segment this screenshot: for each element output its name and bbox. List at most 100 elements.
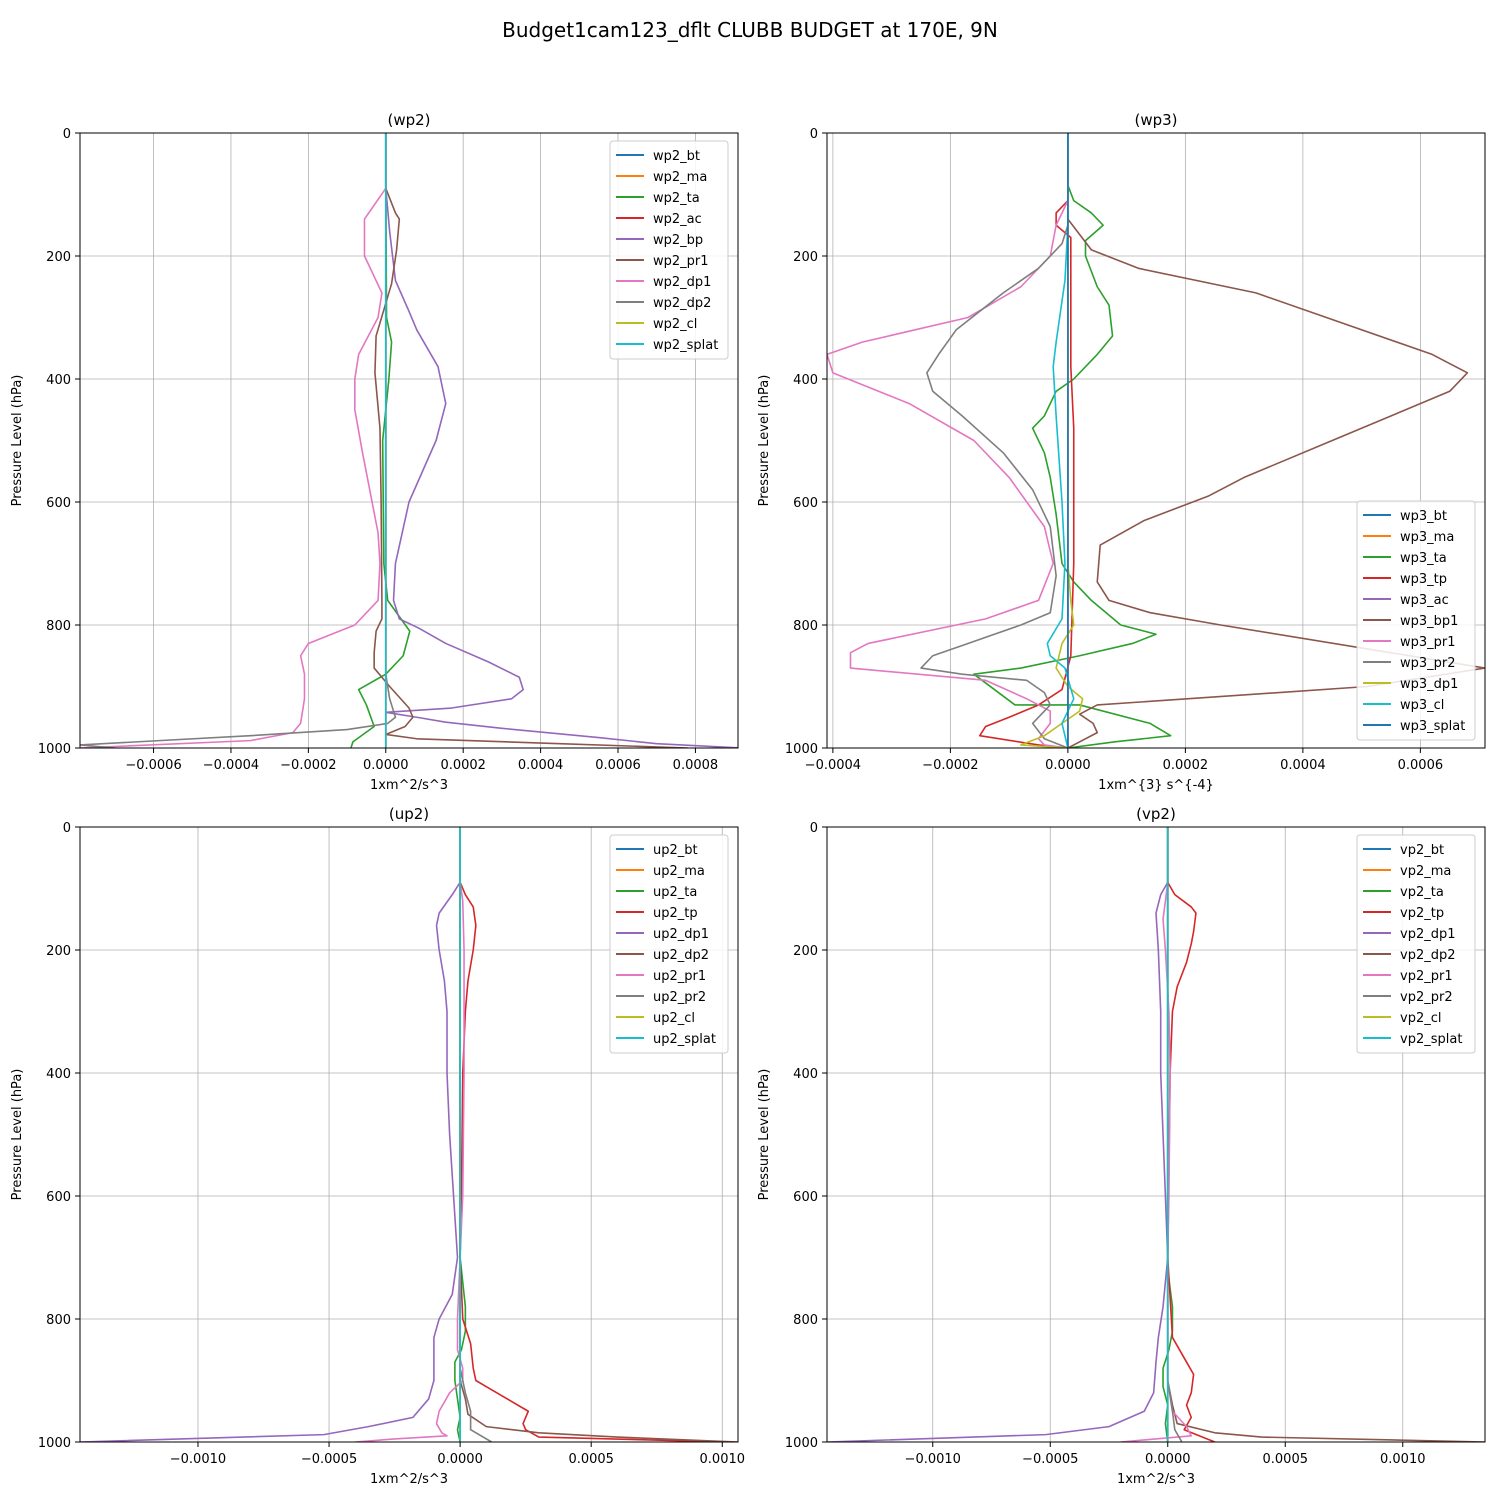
y-tick-label: 1000 (38, 742, 71, 757)
series-group (80, 133, 738, 748)
y-tick-label: 200 (793, 944, 818, 959)
series-line-vp2_pr1 (1120, 827, 1193, 1442)
x-tick-label: 0.0006 (595, 758, 641, 773)
legend-box (1356, 834, 1476, 1054)
chart-panel-0: −0.0006 −0.0004 −0.0002 0.0000 0.0002 0.0004 0… (10, 111, 739, 793)
x-tick-label: −0.0010 (905, 1452, 961, 1467)
x-tick-label: −0.0004 (805, 758, 861, 773)
chart-panel-1: −0.0004 −0.0002 0.0000 0.0002 0.0004 0.0006 0 2… (757, 111, 1486, 793)
legend-entry: wp2_ma (653, 170, 707, 185)
legend-entry: wp3_ta (1400, 551, 1447, 566)
legend: wp2_bt wp2_ma wp2_ta wp2_ac wp2_bp wp2_pr1 wp2… (609, 140, 729, 360)
series-line-up2_dp2 (459, 827, 738, 1442)
y-axis-label: Pressure Level (hPa) (10, 375, 25, 507)
x-axis-label: 1xm^{3} s^{-4} (1098, 778, 1214, 793)
y-tick-label: 0 (810, 127, 818, 142)
series-line-wp2_bp (384, 133, 738, 748)
x-tick-label: −0.0010 (170, 1452, 226, 1467)
y-tick-label: 200 (46, 250, 71, 265)
legend-entry: up2_dp1 (653, 927, 709, 942)
y-tick-label: 800 (793, 619, 818, 634)
x-axis-label: 1xm^2/s^3 (370, 1472, 448, 1487)
legend-entry: wp2_ac (653, 212, 702, 227)
y-tick-label: 200 (46, 944, 71, 959)
series-line-vp2_dp1 (827, 827, 1169, 1442)
y-tick-label: 400 (793, 1067, 818, 1082)
legend-entry: vp2_dp1 (1400, 927, 1456, 942)
legend-entry: up2_ta (653, 885, 697, 900)
x-tick-label: 0.0000 (1145, 1452, 1191, 1467)
x-axis-label: 1xm^2/s^3 (1117, 1472, 1195, 1487)
y-tick-label: 1000 (785, 1436, 818, 1451)
y-tick-label: 400 (793, 373, 818, 388)
y-tick-label: 600 (793, 496, 818, 511)
legend-box (609, 834, 729, 1054)
plot-frame (826, 132, 1486, 749)
chart-title: (wp2) (387, 111, 430, 129)
legend: wp3_bt wp3_ma wp3_ta wp3_tp wp3_ac wp3_bp1 wp3… (1356, 500, 1476, 741)
legend-entry: up2_dp2 (653, 948, 709, 963)
y-tick-label: 1000 (38, 1436, 71, 1451)
plot-frame (826, 826, 1486, 1443)
x-tick-label: 0.0004 (518, 758, 564, 773)
x-tick-label: 0.0000 (437, 1452, 483, 1467)
legend-entry: wp2_ta (653, 191, 700, 206)
legend-entry: vp2_tp (1400, 906, 1444, 921)
y-axis-label: Pressure Level (hPa) (757, 1069, 772, 1201)
series-line-wp3_cl (1046, 133, 1075, 748)
series-line-up2_ta (454, 827, 467, 1442)
legend-entry: wp3_splat (1400, 719, 1465, 734)
legend: vp2_bt vp2_ma vp2_ta vp2_tp vp2_dp1 vp2_dp2vp… (1356, 834, 1476, 1054)
y-tick-label: 600 (46, 496, 71, 511)
legend-entry: wp2_dp2 (653, 296, 711, 311)
chart-title: (up2) (389, 805, 429, 823)
legend-box (1356, 500, 1476, 741)
y-tick-label: 0 (63, 127, 71, 142)
legend-entry: wp3_tp (1400, 572, 1447, 587)
x-tick-label: 0.0006 (1398, 758, 1444, 773)
y-tick-label: 600 (46, 1190, 71, 1205)
legend-entry: up2_cl (653, 1011, 695, 1026)
legend-entry: vp2_pr1 (1400, 969, 1453, 984)
legend-entry: vp2_ta (1400, 885, 1444, 900)
legend-entry: wp3_dp1 (1400, 677, 1458, 692)
legend-entry: wp2_bt (653, 149, 700, 164)
legend-entry: wp2_dp1 (653, 275, 711, 290)
legend-entry: vp2_bt (1400, 843, 1444, 858)
series-line-up2_dp1 (80, 827, 461, 1442)
legend-entry: up2_pr2 (653, 990, 706, 1005)
x-tick-label: 0.0004 (1280, 758, 1326, 773)
x-tick-label: 0.0000 (1045, 758, 1091, 773)
x-tick-label: −0.0004 (203, 758, 259, 773)
legend-entry: wp3_ac (1400, 593, 1449, 608)
y-tick-label: 800 (793, 1313, 818, 1328)
x-tick-label: 0.0010 (700, 1452, 746, 1467)
series-line-wp2_dp1 (80, 133, 387, 748)
x-tick-label: 0.0002 (440, 758, 486, 773)
legend-entry: vp2_ma (1400, 864, 1451, 879)
y-tick-label: 200 (793, 250, 818, 265)
legend-entry: vp2_dp2 (1400, 948, 1456, 963)
plot-frame (79, 132, 739, 749)
legend-entry: wp2_pr1 (653, 254, 709, 269)
legend-entry: up2_bt (653, 843, 698, 858)
y-axis-label: Pressure Level (hPa) (10, 1069, 25, 1201)
y-tick-label: 0 (63, 821, 71, 836)
legend-entry: up2_ma (653, 864, 705, 879)
series-group (80, 827, 738, 1442)
legend-entry: wp3_bp1 (1400, 614, 1458, 629)
legend-entry: wp3_cl (1400, 698, 1444, 713)
y-tick-label: 0 (810, 821, 818, 836)
x-tick-label: −0.0002 (280, 758, 336, 773)
y-tick-label: 800 (46, 1313, 71, 1328)
x-tick-label: 0.0005 (568, 1452, 614, 1467)
y-axis-label: Pressure Level (hPa) (757, 375, 772, 507)
figure-title: Budget1cam123_dflt CLUBB BUDGET at 170E,… (502, 18, 998, 42)
legend-entry: vp2_pr2 (1400, 990, 1453, 1005)
series-line-up2_tp (459, 827, 731, 1442)
series-line-wp2_dp2 (80, 133, 397, 748)
x-tick-label: 0.0010 (1380, 1452, 1426, 1467)
x-tick-label: 0.0000 (363, 758, 409, 773)
legend-entry: wp3_pr2 (1400, 656, 1456, 671)
